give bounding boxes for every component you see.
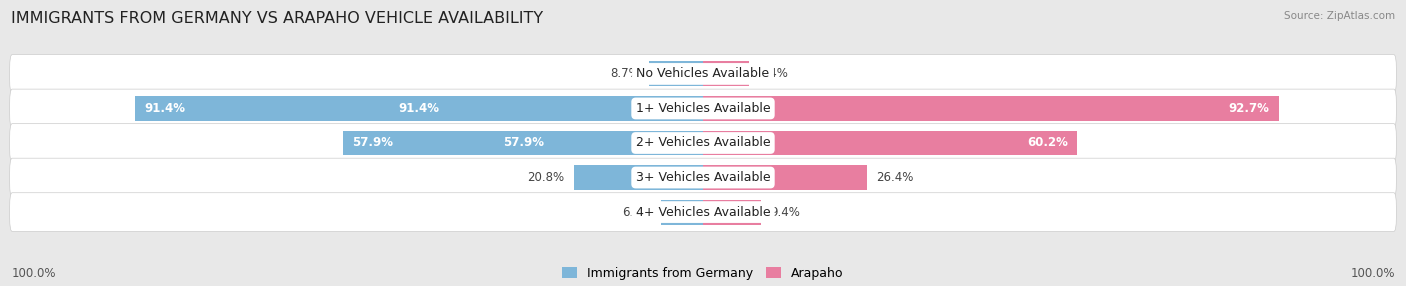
- FancyBboxPatch shape: [10, 193, 1396, 231]
- Bar: [343, 131, 703, 155]
- FancyBboxPatch shape: [10, 158, 1396, 197]
- Text: 1+ Vehicles Available: 1+ Vehicles Available: [636, 102, 770, 115]
- Text: Source: ZipAtlas.com: Source: ZipAtlas.com: [1284, 11, 1395, 21]
- Text: 91.4%: 91.4%: [398, 102, 440, 115]
- Text: 60.2%: 60.2%: [1026, 136, 1067, 150]
- Bar: [703, 200, 762, 225]
- Bar: [703, 131, 1077, 155]
- Text: 3+ Vehicles Available: 3+ Vehicles Available: [636, 171, 770, 184]
- Text: No Vehicles Available: No Vehicles Available: [637, 67, 769, 80]
- Text: 100.0%: 100.0%: [1350, 267, 1395, 280]
- Text: 4+ Vehicles Available: 4+ Vehicles Available: [636, 206, 770, 219]
- Text: 92.7%: 92.7%: [1229, 102, 1270, 115]
- Bar: [703, 165, 868, 190]
- FancyBboxPatch shape: [10, 89, 1396, 128]
- Bar: [703, 96, 1279, 121]
- Bar: [703, 61, 749, 86]
- FancyBboxPatch shape: [10, 124, 1396, 162]
- Text: 26.4%: 26.4%: [876, 171, 914, 184]
- FancyBboxPatch shape: [10, 55, 1396, 93]
- Text: 6.8%: 6.8%: [621, 206, 651, 219]
- Text: 57.9%: 57.9%: [502, 136, 544, 150]
- Text: 9.4%: 9.4%: [770, 206, 800, 219]
- Bar: [650, 61, 703, 86]
- Text: 7.4%: 7.4%: [758, 67, 789, 80]
- Text: 100.0%: 100.0%: [11, 267, 56, 280]
- Bar: [574, 165, 703, 190]
- Text: IMMIGRANTS FROM GERMANY VS ARAPAHO VEHICLE AVAILABILITY: IMMIGRANTS FROM GERMANY VS ARAPAHO VEHIC…: [11, 11, 543, 26]
- Text: 91.4%: 91.4%: [145, 102, 186, 115]
- Text: 20.8%: 20.8%: [527, 171, 564, 184]
- Bar: [135, 96, 703, 121]
- Legend: Immigrants from Germany, Arapaho: Immigrants from Germany, Arapaho: [562, 267, 844, 279]
- Text: 57.9%: 57.9%: [353, 136, 394, 150]
- Text: 8.7%: 8.7%: [610, 67, 640, 80]
- Bar: [661, 200, 703, 225]
- Text: 2+ Vehicles Available: 2+ Vehicles Available: [636, 136, 770, 150]
